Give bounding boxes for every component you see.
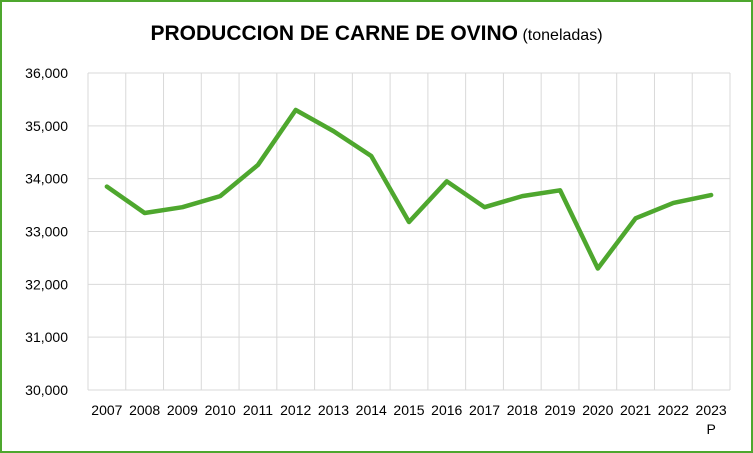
x-tick-label: 2011 [243,402,273,418]
x-tick-label: 2012 [280,402,311,418]
x-tick-label-suffix: P [706,421,715,437]
y-tick-label: 35,000 [25,118,68,134]
chart-title: PRODUCCION DE CARNE DE OVINO (toneladas) [2,22,751,46]
x-tick-label: 2008 [129,402,160,418]
x-tick-label: 2014 [356,402,387,418]
y-tick-label: 31,000 [25,329,68,345]
y-tick-label: 32,000 [25,276,68,292]
x-tick-label: 2017 [469,402,500,418]
x-tick-label: 2018 [507,402,538,418]
y-tick-label: 36,000 [25,65,68,81]
y-tick-label: 30,000 [25,382,68,398]
chart-title-main: PRODUCCION DE CARNE DE OVINO [150,22,519,45]
x-tick-label: 2021 [620,402,651,418]
x-tick-label: 2010 [205,402,236,418]
x-tick-label: 2007 [91,402,122,418]
x-tick-label: 2016 [431,402,462,418]
x-tick-label: 2023 [696,402,727,418]
x-tick-label: 2020 [582,402,613,418]
chart-subtitle: (toneladas) [522,27,603,44]
x-tick-label: 2009 [167,402,198,418]
series-line [104,107,714,271]
y-tick-label: 33,000 [25,224,68,240]
x-tick-label: 2015 [393,402,424,418]
x-tick-label: 2022 [658,402,689,418]
y-tick-label: 34,000 [25,171,68,187]
x-tick-label: 2019 [544,402,575,418]
x-tick-label: 2013 [318,402,349,418]
